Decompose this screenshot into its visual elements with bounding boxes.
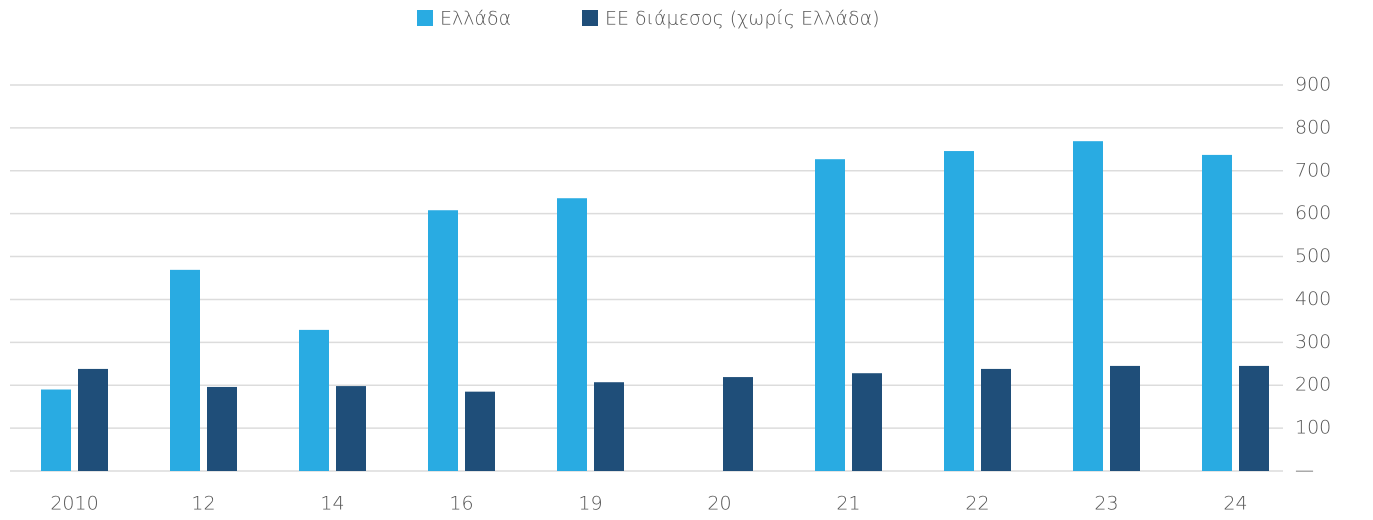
legend-swatch bbox=[417, 10, 433, 26]
x-tick-label: 16 bbox=[449, 493, 473, 515]
y-tick-label: 300 bbox=[1295, 331, 1331, 353]
x-tick-label: 21 bbox=[836, 493, 860, 515]
bar bbox=[41, 389, 71, 471]
y-tick-label: 600 bbox=[1295, 202, 1331, 224]
bar bbox=[336, 386, 366, 471]
y-tick-label: 400 bbox=[1295, 288, 1331, 310]
legend-swatch bbox=[582, 10, 598, 26]
bar bbox=[170, 269, 200, 471]
x-tick-label: 24 bbox=[1223, 493, 1247, 515]
legend-label: ΕΕ διάμεσος (χωρίς Ελλάδα) bbox=[605, 8, 880, 30]
bar bbox=[299, 329, 329, 471]
bar bbox=[981, 368, 1011, 471]
bar bbox=[78, 368, 108, 471]
y-tick-label: 100 bbox=[1295, 417, 1331, 439]
x-tick-label: 19 bbox=[578, 493, 602, 515]
y-tick-label: 900 bbox=[1295, 74, 1331, 96]
bar bbox=[1239, 365, 1269, 471]
y-tick-label: 700 bbox=[1295, 159, 1331, 181]
bar bbox=[815, 159, 845, 471]
x-tick-label: 22 bbox=[965, 493, 989, 515]
bar bbox=[207, 386, 237, 471]
bar bbox=[723, 377, 753, 471]
bar bbox=[1073, 141, 1103, 471]
legend-label: Ελλάδα bbox=[440, 8, 511, 30]
bar bbox=[944, 151, 974, 471]
bar bbox=[594, 382, 624, 471]
x-tick-label: 20 bbox=[707, 493, 731, 515]
bar bbox=[852, 373, 882, 471]
x-tick-label: 23 bbox=[1094, 493, 1118, 515]
bar bbox=[557, 198, 587, 471]
bar bbox=[1202, 154, 1232, 472]
x-tick-label: 12 bbox=[191, 493, 215, 515]
y-tick-label: 200 bbox=[1295, 374, 1331, 396]
y-tick-label: 500 bbox=[1295, 245, 1331, 267]
bar bbox=[428, 210, 458, 472]
x-tick-label: 14 bbox=[320, 493, 344, 515]
bar bbox=[1110, 365, 1140, 471]
y-tick-label: 800 bbox=[1295, 116, 1331, 138]
x-tick-label: 2010 bbox=[50, 493, 98, 515]
bar bbox=[465, 391, 495, 471]
y-tick-label: — bbox=[1295, 460, 1314, 482]
